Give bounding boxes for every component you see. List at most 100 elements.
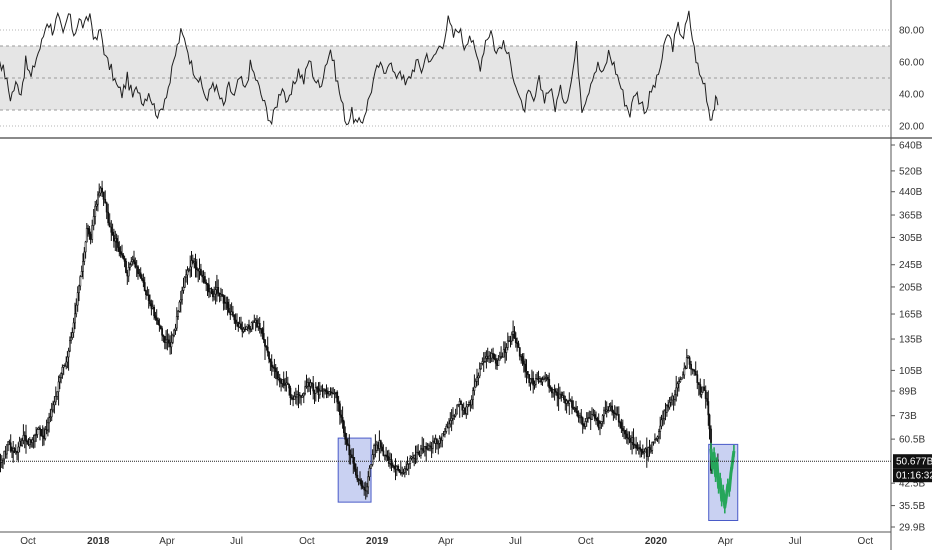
candle-body [208, 284, 210, 293]
candle-body [338, 403, 341, 416]
candle-body [102, 191, 105, 200]
candle-body [240, 323, 242, 330]
candle-body [126, 272, 129, 277]
candle-body [577, 415, 580, 419]
candle-body [576, 411, 579, 416]
candle-body [346, 443, 349, 446]
osc-tick-label: 60.00 [899, 58, 924, 69]
candle-body [46, 422, 49, 431]
candle-body [603, 409, 605, 417]
candle-body [410, 456, 413, 459]
candle-body [708, 414, 711, 430]
candle-body [153, 306, 156, 317]
candle-body [264, 339, 266, 347]
candle-body [445, 425, 448, 432]
price-tick-label: 60.5B [899, 435, 925, 446]
candle-body [202, 276, 205, 278]
candle-body [210, 288, 213, 292]
candle-body [546, 376, 549, 380]
candle-body [441, 433, 444, 441]
price-panel [0, 180, 739, 522]
candle-body [452, 415, 454, 419]
candle-body [502, 349, 505, 358]
candle-body [707, 401, 710, 416]
candle-body [289, 387, 292, 399]
candle-body [151, 306, 154, 309]
candle-body [468, 402, 470, 405]
candle-body [653, 439, 656, 444]
candle-body [667, 405, 670, 408]
candle-body [123, 258, 126, 262]
candle-body [161, 328, 164, 336]
candle-body [145, 290, 147, 296]
candle-body [601, 415, 604, 422]
candle-body [378, 440, 381, 449]
candle-body [300, 395, 303, 398]
candle-body [683, 367, 686, 376]
last-value-badge [893, 454, 932, 469]
candle-body [595, 417, 597, 420]
candle-body [194, 261, 197, 268]
candle-body [676, 383, 679, 389]
candle-body [639, 447, 642, 450]
candle-body [149, 300, 151, 305]
candle-body [558, 393, 561, 399]
candle-body [249, 328, 252, 330]
price-tick-label: 205B [899, 282, 923, 293]
candle-body [470, 399, 473, 406]
candle-body [69, 340, 71, 352]
last-value-label: 50.677B [896, 457, 932, 468]
candle-body [40, 428, 43, 437]
candle-body [293, 396, 296, 400]
candle-body [476, 377, 478, 382]
candle-body [697, 382, 700, 385]
candle-body [129, 264, 131, 268]
candle-body [477, 375, 480, 379]
candle-body [60, 373, 63, 379]
candle-body [381, 446, 384, 452]
candle-body [679, 379, 682, 383]
candle-body [645, 448, 648, 457]
candle-body [340, 414, 343, 418]
candle-body [286, 382, 289, 385]
candle-body [661, 418, 664, 421]
candle-body [274, 367, 277, 373]
candle-body [305, 385, 308, 388]
candle-body [514, 337, 517, 343]
candle-body [143, 282, 146, 291]
candle-body [3, 450, 6, 460]
candle-body [278, 377, 281, 383]
candle-body [288, 384, 291, 389]
candle-body [426, 448, 429, 450]
candle-body [171, 334, 174, 343]
candle-body [448, 423, 450, 429]
candle-body [341, 416, 344, 422]
candle-body [121, 253, 123, 256]
candle-body [532, 377, 535, 386]
candle-body [554, 390, 557, 393]
candle-body [336, 391, 339, 403]
countdown-label: 01:16:32 [896, 471, 932, 482]
candle-body [418, 451, 421, 456]
candle-body [260, 328, 262, 330]
overlay-layer [0, 442, 891, 514]
candle-body [391, 464, 394, 467]
candle-body [450, 417, 453, 421]
candle-body [139, 272, 142, 279]
candle-body [314, 387, 317, 394]
candle-body [706, 398, 709, 402]
candle-body [83, 251, 86, 262]
price-tick-label: 105B [899, 366, 923, 377]
candle-body [528, 374, 531, 383]
x-tick-label: Jul [230, 536, 243, 547]
price-tick-label: 640B [899, 141, 923, 152]
candle-body [671, 395, 674, 401]
candle-body [58, 377, 61, 383]
candle-body [414, 455, 417, 460]
candle-body [379, 440, 382, 448]
candle-body [568, 400, 571, 404]
candle-body [22, 435, 25, 441]
candle-body [403, 468, 406, 473]
candle-body [234, 319, 237, 325]
candle-body [625, 433, 628, 439]
